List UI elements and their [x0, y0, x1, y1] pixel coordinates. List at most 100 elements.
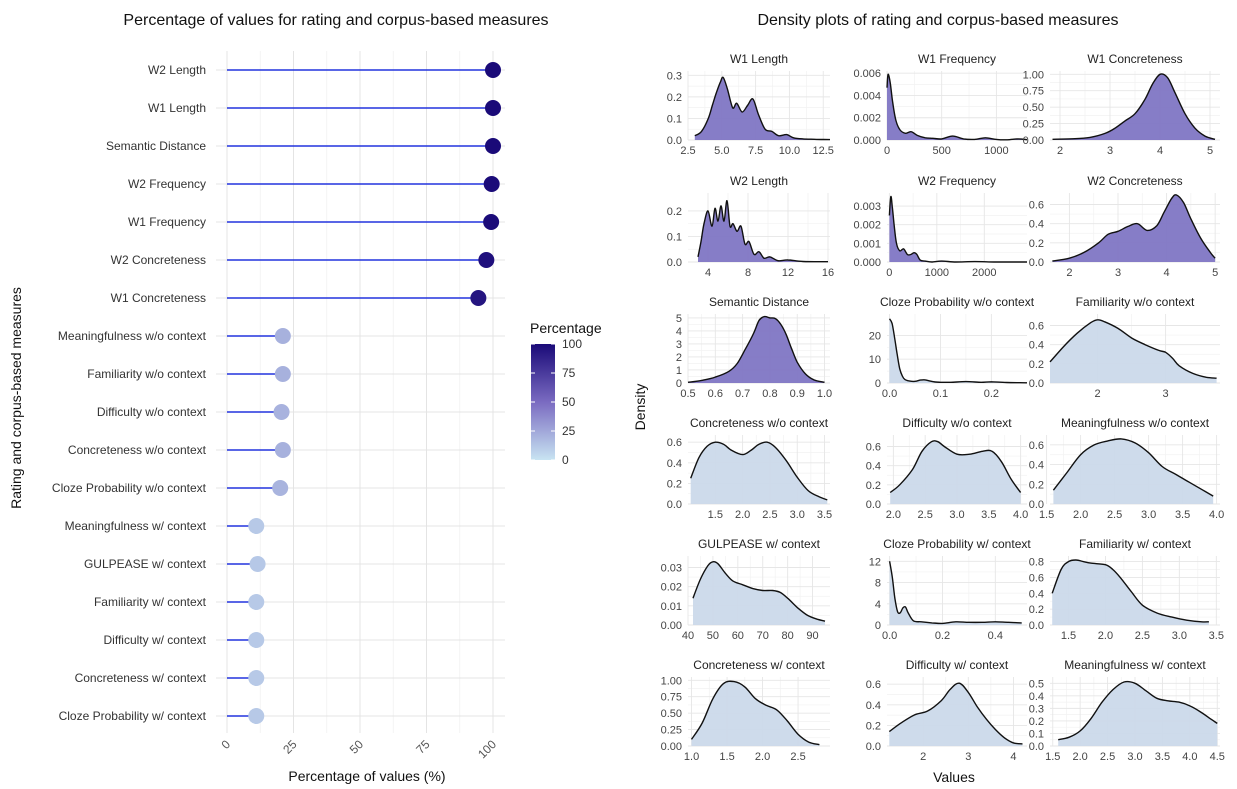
y-tick-label: 0.6 — [1029, 200, 1044, 212]
y-tick-label: 0.006 — [853, 68, 881, 80]
y-tick-label: 0.2 — [866, 480, 881, 492]
y-tick-label: 0.001 — [853, 238, 881, 250]
x-tick-label: 0.4 — [988, 630, 1003, 642]
density-panel-w2-length: 4 8 12 16 0.0 0.1 0.2 W2 Length — [667, 174, 834, 279]
x-tick-label: 3.0 — [790, 509, 805, 521]
x-tick-label: 80 — [782, 630, 794, 642]
density-line — [888, 195, 1027, 263]
density-panel-difficulty-w-context: 2 3 4 0.0 0.2 0.4 0.6 Difficulty w/ context — [866, 658, 1027, 763]
y-tick-label: W2 Concreteness — [111, 253, 206, 267]
lollipop-dot-cloze-probability-w-context — [248, 708, 265, 724]
legend-tick-label: 0 — [562, 453, 569, 467]
y-tick-label: 0.00 — [661, 741, 682, 753]
y-tick-label: Difficulty w/ context — [104, 633, 207, 647]
y-tick-label: Cloze Probability w/o context — [52, 481, 207, 495]
x-tick-label: 1.5 — [1039, 509, 1054, 521]
y-tick-label: 3 — [676, 339, 682, 351]
y-tick-label: 0.00 — [661, 620, 682, 632]
x-tick-label: 3.0 — [1127, 751, 1142, 763]
x-tick-label: 2.5 — [1135, 630, 1150, 642]
density-area — [1058, 681, 1218, 746]
x-tick-label: 25 — [280, 737, 300, 757]
y-tick-label: 0.4 — [667, 458, 682, 470]
y-tick-label: GULPEASE w/ context — [84, 557, 207, 571]
y-tick-label: 0 — [875, 378, 881, 390]
y-tick-label: 0.2 — [1029, 479, 1044, 491]
y-tick-label: 0.6 — [1029, 440, 1044, 452]
y-tick-label: 0.0 — [1029, 499, 1044, 511]
density-line — [1052, 73, 1216, 140]
y-tick-label: 0.00 — [1023, 135, 1044, 147]
x-tick-label: 2.0 — [1098, 630, 1113, 642]
panel-title: Familiarity w/o context — [1076, 295, 1195, 309]
density-area — [690, 442, 828, 504]
x-tick-label: 4.0 — [1013, 509, 1028, 521]
density-panel-w1-concreteness: 2 3 4 5 0.00 0.25 0.50 0.75 1.00 W1 Concreteness — [1023, 52, 1220, 157]
density-panel-concreteness-w-context: 1.0 1.5 2.0 2.5 0.00 0.25 0.50 0.75 1.00 Concrete… — [661, 658, 830, 763]
density-panel-familiarity-w-o-context: 2 3 0.0 0.2 0.4 0.6 Familiarity w/o context — [1029, 295, 1220, 400]
lollipop-y-axis-label: Rating and corpus-based measures — [8, 287, 24, 509]
x-tick-label: 1.5 — [1061, 630, 1076, 642]
y-tick-label: 0.2 — [1029, 359, 1044, 371]
y-tick-label: 0.2 — [1029, 716, 1044, 728]
density-line — [888, 318, 1028, 384]
density-line — [690, 441, 828, 501]
density-area — [688, 316, 825, 383]
x-tick-label: 12 — [782, 267, 794, 279]
y-tick-label: W1 Frequency — [128, 215, 206, 229]
panel-title: Concreteness w/o context — [690, 416, 829, 430]
legend-title: Percentage — [530, 320, 602, 336]
y-tick-label: 0.000 — [853, 257, 881, 269]
y-tick-label: 0.3 — [1029, 703, 1044, 715]
panel-title: W2 Frequency — [918, 174, 996, 188]
x-tick-label: 50 — [347, 737, 367, 757]
y-tick-label: Meaningfulness w/ context — [65, 519, 207, 533]
density-line — [1052, 438, 1214, 497]
panel-title: Semantic Distance — [709, 295, 809, 309]
y-tick-label: 0.0 — [866, 499, 881, 511]
y-tick-label: 0.2 — [667, 206, 682, 218]
x-tick-label: 3.5 — [1175, 509, 1190, 521]
x-tick-label: 5 — [1207, 145, 1213, 157]
y-tick-label: 0.3 — [667, 70, 682, 82]
lollipop-dot-cloze-probability-w-o-context — [272, 480, 289, 496]
y-tick-label: 0.0 — [667, 257, 682, 269]
y-tick-label: 0.2 — [866, 720, 881, 732]
y-tick-label: 0.75 — [661, 692, 682, 704]
x-tick-label: 3 — [1107, 145, 1113, 157]
panel-title: W2 Concreteness — [1087, 174, 1182, 188]
y-tick-label: 0.2 — [1029, 238, 1044, 250]
y-tick-label: 0.0 — [667, 499, 682, 511]
x-tick-label: 90 — [806, 630, 818, 642]
density-panel-concreteness-w-o-context: 1.5 2.0 2.5 3.0 3.5 0.0 0.2 0.4 0.6 Concreteness … — [667, 416, 832, 521]
x-tick-label: 2.5 — [790, 751, 805, 763]
x-tick-label: 2 — [920, 751, 926, 763]
lollipop-dot-gulpease-w-context — [249, 556, 266, 572]
density-line — [886, 73, 1028, 141]
x-tick-label: 2.0 — [886, 509, 901, 521]
lollipop-dot-w1-frequency — [483, 214, 500, 230]
x-tick-label: 7.5 — [748, 145, 763, 157]
x-tick-label: 0.9 — [790, 388, 805, 400]
y-tick-label: 0.4 — [1029, 219, 1044, 231]
x-tick-label: 2.0 — [735, 509, 750, 521]
y-tick-label: 2 — [676, 352, 682, 364]
x-tick-label: 8 — [745, 267, 751, 279]
x-tick-label: 4.0 — [1209, 509, 1224, 521]
x-tick-label: 40 — [682, 630, 694, 642]
density-panel-w1-length: 2.5 5.0 7.5 10.0 12.5 0.0 0.1 0.2 0.3 W1 Length — [667, 52, 834, 157]
y-tick-label: 0.6 — [1029, 321, 1044, 333]
x-tick-label: 60 — [732, 630, 744, 642]
density-area — [889, 318, 1027, 383]
lollipop-title: Percentage of values for rating and corp… — [123, 12, 548, 29]
y-tick-label: W1 Length — [148, 101, 206, 115]
density-line — [1058, 680, 1218, 741]
x-tick-label: 0 — [884, 145, 890, 157]
x-tick-label: 3.5 — [1155, 751, 1170, 763]
y-tick-label: 0.25 — [1023, 119, 1044, 131]
density-panels: 2.5 5.0 7.5 10.0 12.50.00.10.20.3W1 Length 0 5… — [661, 52, 1225, 763]
lollipop-dot-concreteness-w-context — [248, 670, 265, 686]
y-tick-label: 10 — [869, 354, 881, 366]
y-tick-label: 5 — [676, 313, 682, 325]
